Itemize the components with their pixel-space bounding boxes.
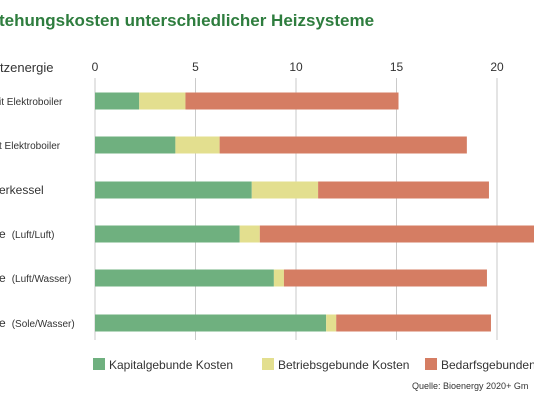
bar-segment [273, 269, 284, 287]
chart-title: tehungskosten unterschiedlicher Heizsyst… [0, 11, 374, 30]
category-label: t Elektroboiler [0, 141, 61, 152]
bar-segment [259, 225, 534, 243]
x-tick-label: 0 [92, 60, 99, 74]
bar-segment [239, 225, 260, 243]
category-detail-text: (Luft/Wasser) [12, 274, 72, 285]
bar-segment [336, 314, 491, 332]
bar-segment [326, 314, 337, 332]
category-detail-text: (Sole/Wasser) [12, 319, 75, 330]
x-tick-label: 15 [390, 60, 404, 74]
category-main-text: e [0, 271, 6, 285]
x-tick-label: 10 [289, 60, 303, 74]
bar-segment [283, 269, 487, 287]
source-note: Quelle: Bioenergy 2020+ Gm [412, 381, 528, 391]
bar-segment [95, 181, 252, 199]
category-detail-text: (Luft/Luft) [12, 230, 55, 241]
bar-segment [95, 92, 140, 110]
legend: Kapitalgebunde Kosten Betriebsgebunde Kos… [93, 358, 534, 372]
category-labels: it Elektroboiler t Elektroboiler erkessel e… [0, 97, 75, 330]
bar-segment [95, 136, 176, 154]
y-axis-label: tzenergie [0, 60, 53, 75]
gridlines [94, 78, 498, 340]
bar-segment [251, 181, 319, 199]
legend-label: Kapitalgebunde Kosten [109, 358, 233, 372]
legend-label: Bedarfsgebunden [441, 358, 534, 372]
bar-segment [185, 92, 399, 110]
bar-segment [95, 269, 274, 287]
category-label: e (Luft/Wasser) [0, 271, 71, 285]
x-tick-label: 20 [490, 60, 504, 74]
category-label: erkessel [0, 183, 44, 197]
legend-swatch [93, 358, 105, 370]
bar-segment [95, 225, 240, 243]
category-main-text: e [0, 316, 6, 330]
category-label: it Elektroboiler [0, 97, 63, 108]
category-main-text: t Elektroboiler [0, 141, 61, 152]
category-main-text: it Elektroboiler [0, 97, 63, 108]
bar-segment [219, 136, 467, 154]
bar-segment [95, 314, 327, 332]
bar-segment [139, 92, 186, 110]
category-label: e (Luft/Luft) [0, 227, 55, 241]
category-label: e (Sole/Wasser) [0, 316, 75, 330]
bar-segment [318, 181, 489, 199]
bar-segment [175, 136, 220, 154]
x-tick-labels: 0 5 10 15 20 [92, 60, 504, 74]
x-tick-label: 5 [192, 60, 199, 74]
category-main-text: e [0, 227, 6, 241]
legend-swatch [262, 358, 274, 370]
legend-label: Betriebsgebunde Kosten [278, 358, 409, 372]
category-main-text: erkessel [0, 183, 44, 197]
legend-swatch [425, 358, 437, 370]
bars [95, 92, 534, 332]
